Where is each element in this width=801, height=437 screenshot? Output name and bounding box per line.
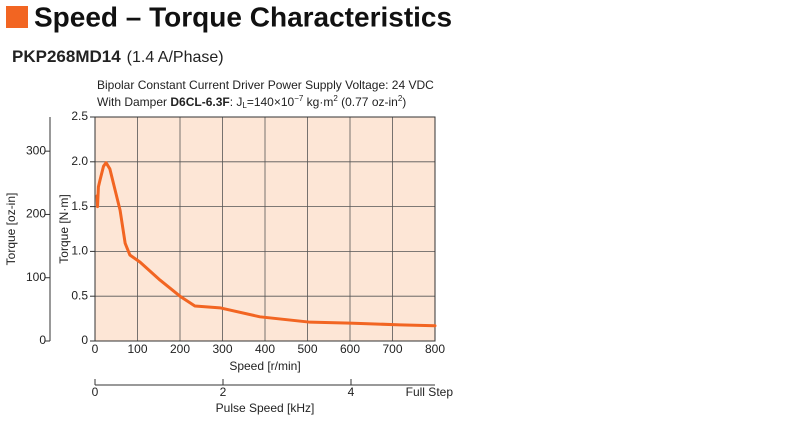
note-part: 2 bbox=[333, 94, 338, 103]
note: Bipolar Constant Current Driver Power Su… bbox=[97, 78, 434, 92]
x-tick-label: 700 bbox=[382, 342, 402, 356]
x-tick-label: 0 bbox=[92, 342, 99, 356]
title-marker bbox=[6, 6, 28, 28]
x-tick-label: 800 bbox=[425, 342, 445, 356]
plot-frame bbox=[94, 116, 436, 342]
note-part: D6CL-6.3F bbox=[170, 95, 229, 109]
x-tick-label: 500 bbox=[297, 342, 317, 356]
note-part: =140×10 bbox=[247, 95, 295, 109]
x2-tick-label: 4 bbox=[348, 385, 355, 399]
note-part: (0.77 oz-in bbox=[338, 95, 398, 109]
subtitle: PKP268MD14 (1.4 A/Phase) bbox=[12, 47, 224, 66]
note: With Damper D6CL-6.3F: JL=140×10−7 kg·m2… bbox=[97, 94, 406, 110]
y-tick-label: 0 bbox=[81, 333, 88, 347]
x2-tick-label: 2 bbox=[220, 385, 227, 399]
y2-tick-label: 200 bbox=[26, 207, 46, 221]
x2-axis-title: Pulse Speed [kHz] bbox=[216, 401, 315, 415]
phase: (1.4 A/Phase) bbox=[127, 49, 224, 66]
y2-tick-label: 100 bbox=[26, 270, 46, 284]
chart-title: Speed – Torque Characteristics bbox=[34, 1, 452, 32]
y-tick-label: 0.5 bbox=[71, 288, 88, 302]
x-tick-label: 400 bbox=[255, 342, 275, 356]
note-part: With Damper bbox=[97, 95, 170, 109]
y-axis-title: Torque [N·m] bbox=[57, 194, 71, 263]
y-tick-label: 2.0 bbox=[71, 154, 88, 168]
note-part: kg·m bbox=[303, 95, 333, 109]
y-tick-label: 1.5 bbox=[71, 199, 88, 213]
y2-tick-label: 300 bbox=[26, 143, 46, 157]
y2-tick-label: 0 bbox=[39, 333, 46, 347]
y-tick-label: 1.0 bbox=[71, 244, 88, 258]
note-part: 2 bbox=[398, 94, 403, 103]
y2-axis-title: Torque [oz-in] bbox=[4, 193, 18, 266]
note-part: : J bbox=[230, 95, 243, 109]
x-tick-label: 300 bbox=[212, 342, 232, 356]
note-part: ) bbox=[402, 95, 406, 109]
x-tick-label: 200 bbox=[170, 342, 190, 356]
note-part: −7 bbox=[294, 94, 304, 103]
x-axis-title: Speed [r/min] bbox=[229, 359, 300, 373]
model: PKP268MD14 bbox=[12, 47, 121, 66]
x-tick-label: 600 bbox=[340, 342, 360, 356]
torque-curve bbox=[95, 161, 437, 328]
x2-tick-label: 0 bbox=[92, 385, 99, 399]
x-tick-label: 100 bbox=[127, 342, 147, 356]
y-tick-label: 2.5 bbox=[71, 109, 88, 123]
note-part: L bbox=[242, 101, 247, 110]
x2-end-label: Full Step bbox=[406, 385, 454, 399]
